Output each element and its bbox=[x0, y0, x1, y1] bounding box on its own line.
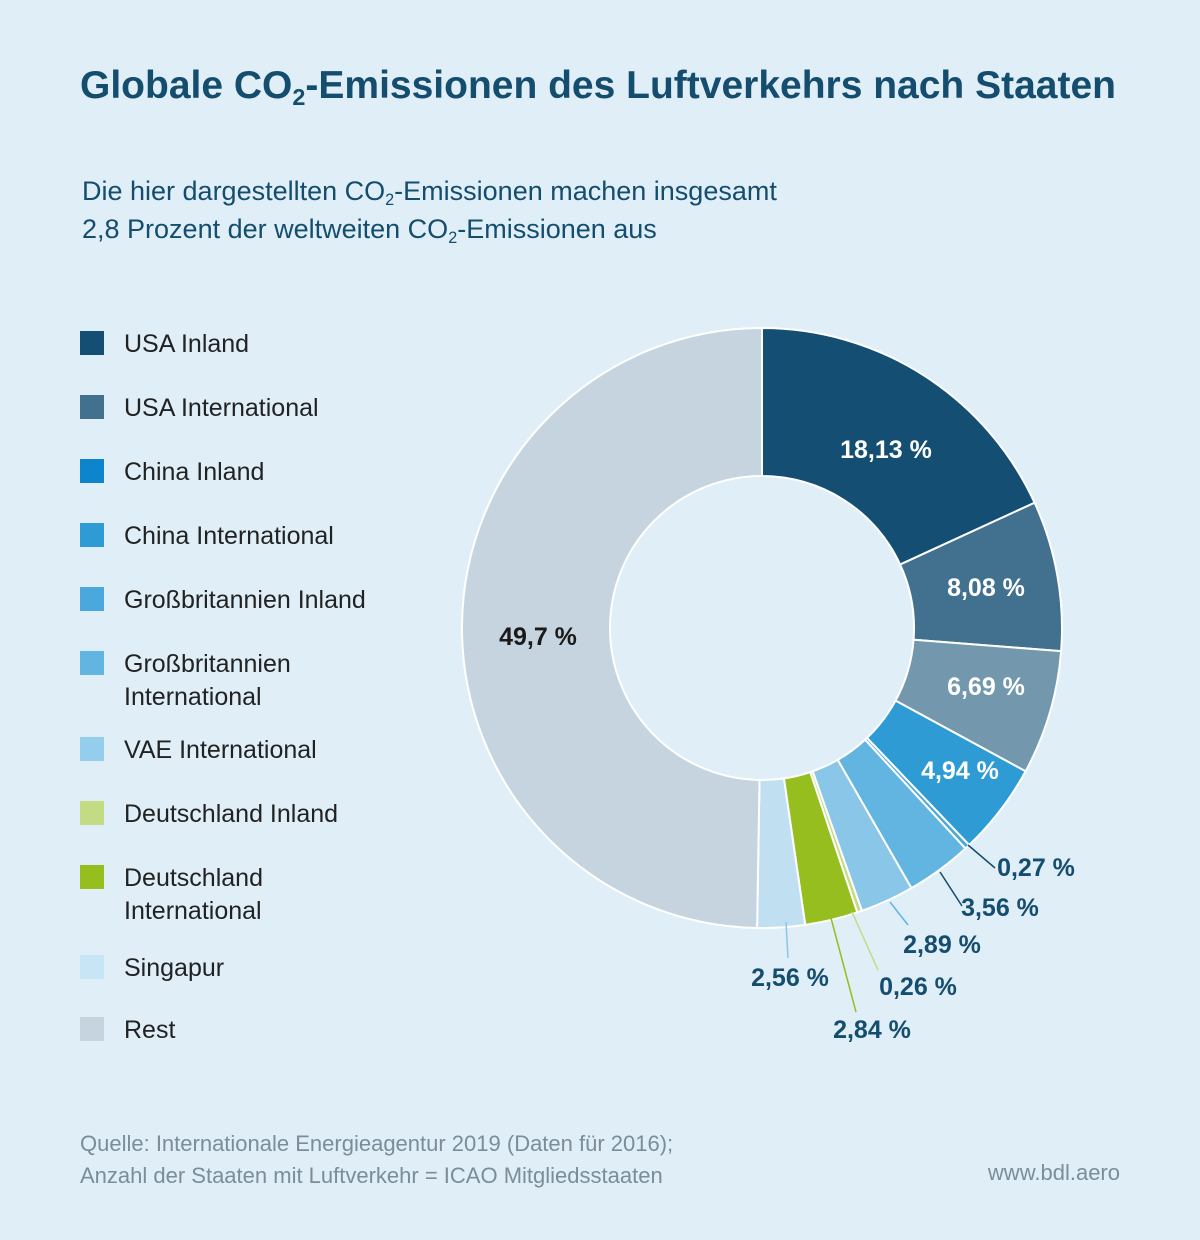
legend-swatch bbox=[80, 955, 104, 979]
leader-line-deutschland-international bbox=[830, 917, 857, 1013]
legend-label: Deutschland International bbox=[124, 864, 263, 925]
legend-item-grossbritannien-inland: Großbritannien Inland bbox=[80, 584, 424, 617]
legend-swatch bbox=[80, 651, 104, 675]
legend-item-usa-international: USA International bbox=[80, 392, 424, 425]
legend-label: USA International bbox=[124, 394, 319, 422]
data-label-singapur: 2,56 % bbox=[751, 964, 829, 992]
legend-item-china-inland: China Inland bbox=[80, 456, 424, 489]
legend-label: Singapur bbox=[124, 954, 225, 982]
subtitle-line-1: Die hier dargestellten CO2-Emissionen ma… bbox=[82, 172, 777, 210]
data-label-rest: 49,7 % bbox=[499, 623, 577, 651]
chart-title: Globale CO2-Emissionen des Luftverkehrs … bbox=[80, 64, 1116, 111]
subtitle-subscript: 2 bbox=[385, 190, 395, 209]
title-subscript: 2 bbox=[292, 84, 306, 111]
legend-swatch bbox=[80, 395, 104, 419]
legend-swatch bbox=[80, 801, 104, 825]
data-label-grossbritannien-international: 3,56 % bbox=[961, 894, 1039, 922]
subtitle-text: 2,8 Prozent der weltweiten CO bbox=[82, 214, 449, 244]
legend-item-deutschland-inland: Deutschland Inland bbox=[80, 798, 424, 831]
legend-label: China International bbox=[124, 522, 334, 550]
source-line-2: Anzahl der Staaten mit Luftverkehr = ICA… bbox=[80, 1163, 663, 1188]
data-label-vae-international: 2,89 % bbox=[903, 931, 981, 959]
legend-label: USA Inland bbox=[124, 330, 250, 358]
legend-swatch bbox=[80, 523, 104, 547]
slice-usa-inland bbox=[761, 326, 1036, 566]
legend-item-vae-international: VAE International bbox=[80, 734, 424, 767]
legend-item-china-international: China International bbox=[80, 520, 424, 553]
slice-rest bbox=[461, 326, 763, 929]
data-label-china-inland: 6,69 % bbox=[947, 673, 1025, 701]
leader-line-deutschland-inland bbox=[851, 911, 879, 971]
leader-line-vae-international bbox=[889, 901, 909, 926]
subtitle-text: Die hier dargestellten CO bbox=[82, 176, 386, 206]
source-line-1: Quelle: Internationale Energieagentur 20… bbox=[80, 1131, 674, 1156]
legend-item-usa-inland: USA Inland bbox=[80, 328, 424, 361]
legend-swatch bbox=[80, 331, 104, 355]
legend-swatch bbox=[80, 865, 104, 889]
legend-item-grossbritannien-international: Großbritannien International bbox=[80, 648, 424, 714]
legend-swatch bbox=[80, 587, 104, 611]
legend-swatch bbox=[80, 737, 104, 761]
legend-label: Deutschland Inland bbox=[124, 800, 339, 828]
legend-label: Großbritannien Inland bbox=[124, 586, 366, 614]
data-label-deutschland-inland: 0,26 % bbox=[879, 973, 957, 1001]
subtitle-text: -Emissionen aus bbox=[457, 214, 657, 244]
subtitle-text: -Emissionen machen insgesamt bbox=[394, 176, 777, 206]
data-label-usa-inland: 18,13 % bbox=[840, 436, 932, 464]
data-label-deutschland-international: 2,84 % bbox=[833, 1016, 911, 1044]
data-label-grossbritannien-inland: 0,27 % bbox=[997, 854, 1075, 882]
legend-label: China Inland bbox=[124, 458, 265, 486]
leader-line-singapur bbox=[785, 921, 789, 959]
title-part1: Globale CO bbox=[80, 64, 293, 107]
website-link[interactable]: www.bdl.aero bbox=[987, 1160, 1120, 1185]
legend-label: Rest bbox=[124, 1016, 176, 1044]
source-note: Quelle: Internationale Energieagentur 20… bbox=[80, 1128, 673, 1192]
chart-subtitle: Die hier dargestellten CO2-Emissionen ma… bbox=[82, 172, 777, 248]
legend-swatch bbox=[80, 459, 104, 483]
legend-item-singapur: Singapur bbox=[80, 952, 424, 985]
legend-item-deutschland-international: Deutschland International bbox=[80, 862, 424, 928]
subtitle-line-2: 2,8 Prozent der weltweiten CO2-Emissione… bbox=[82, 210, 777, 248]
data-label-usa-international: 8,08 % bbox=[947, 574, 1025, 602]
legend-swatch bbox=[80, 1017, 104, 1041]
title-part2: -Emissionen des Luftverkehrs nach Staate… bbox=[305, 64, 1116, 107]
legend-label: Großbritannien International bbox=[124, 650, 291, 711]
leader-line-grossbritannien-inland bbox=[967, 844, 996, 869]
legend-item-rest: Rest bbox=[80, 1014, 424, 1047]
subtitle-subscript: 2 bbox=[448, 228, 458, 247]
data-label-china-international: 4,94 % bbox=[921, 757, 999, 785]
leader-line-grossbritannien-international bbox=[939, 871, 963, 907]
legend-label: VAE International bbox=[124, 736, 317, 764]
